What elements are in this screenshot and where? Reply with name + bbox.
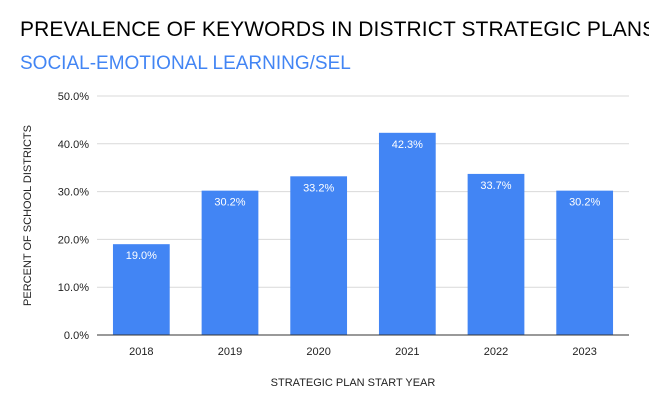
y-axis-ticks: 0.0% 10.0% 20.0% 30.0% 40.0% 50.0%	[58, 91, 89, 342]
y-tick-label: 30.0%	[58, 187, 89, 199]
x-tick-label-2018: 2018	[129, 346, 153, 358]
y-tick-label: 10.0%	[58, 282, 89, 294]
x-tick-label-2020: 2020	[306, 346, 330, 358]
chart-title: PREVALENCE OF KEYWORDS IN DISTRICT STRAT…	[20, 18, 649, 41]
x-axis-title: STRATEGIC PLAN START YEAR	[271, 377, 436, 389]
chart-subtitle: SOCIAL-EMOTIONAL LEARNING/SEL	[20, 53, 351, 74]
bars	[112, 132, 614, 335]
bar-2020	[290, 176, 348, 335]
y-tick-label: 0.0%	[64, 330, 89, 342]
y-axis-title: PERCENT OF SCHOOL DISTRICTS	[22, 125, 34, 306]
y-tick-label: 40.0%	[58, 139, 89, 151]
x-axis-ticks: 2018 2019 2020 2021 2022 2023	[129, 346, 597, 358]
bar-2019	[201, 190, 259, 335]
data-label-2021: 42.3%	[392, 139, 423, 151]
data-label-2018: 19.0%	[126, 250, 157, 262]
y-tick-label: 50.0%	[58, 91, 89, 103]
bar-2021	[378, 132, 436, 335]
data-label-2019: 30.2%	[214, 197, 245, 209]
data-labels: 19.0% 30.2% 33.2% 42.3% 33.7% 30.2%	[126, 139, 601, 262]
x-tick-label-2022: 2022	[484, 346, 508, 358]
x-tick-label-2019: 2019	[218, 346, 242, 358]
data-label-2020: 33.2%	[303, 182, 334, 194]
data-label-2022: 33.7%	[480, 180, 511, 192]
gridlines	[97, 95, 629, 288]
data-label-2023: 30.2%	[569, 197, 600, 209]
y-tick-label: 20.0%	[58, 234, 89, 246]
bar-2022	[467, 173, 525, 335]
bar-2018	[112, 244, 170, 335]
x-tick-label-2021: 2021	[395, 346, 419, 358]
bar-2023	[556, 190, 614, 335]
x-tick-label-2023: 2023	[572, 346, 596, 358]
